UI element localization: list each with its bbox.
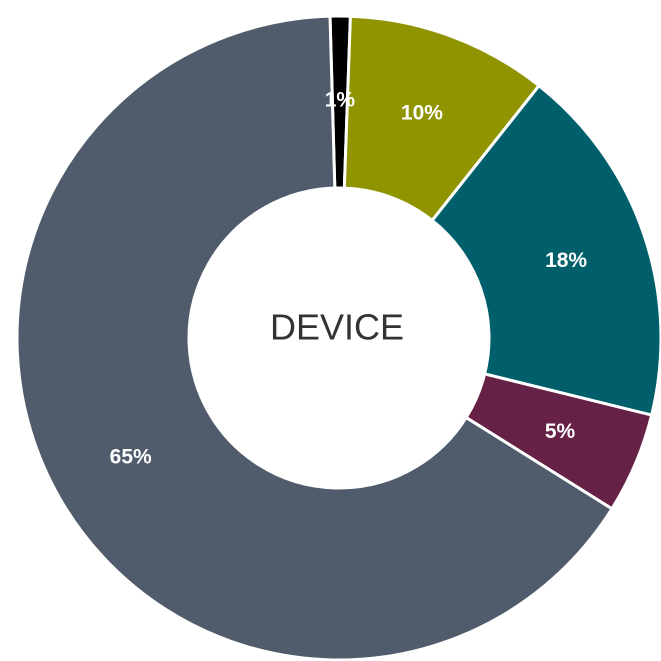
- donut-slice-18pct: [430, 83, 661, 417]
- slice-label-5pct: 5%: [545, 420, 576, 443]
- labels-layer: 1% 10% 18% 5% 65%: [110, 89, 588, 469]
- center-label: DEVICE: [270, 307, 404, 348]
- donut-slice-65pct: [15, 14, 615, 661]
- slice-label-65pct: 65%: [110, 446, 152, 469]
- slices-layer: [15, 14, 661, 661]
- slice-label-1pct: 1%: [325, 89, 356, 112]
- slice-label-10pct: 10%: [401, 101, 443, 124]
- slice-label-18pct: 18%: [545, 249, 587, 272]
